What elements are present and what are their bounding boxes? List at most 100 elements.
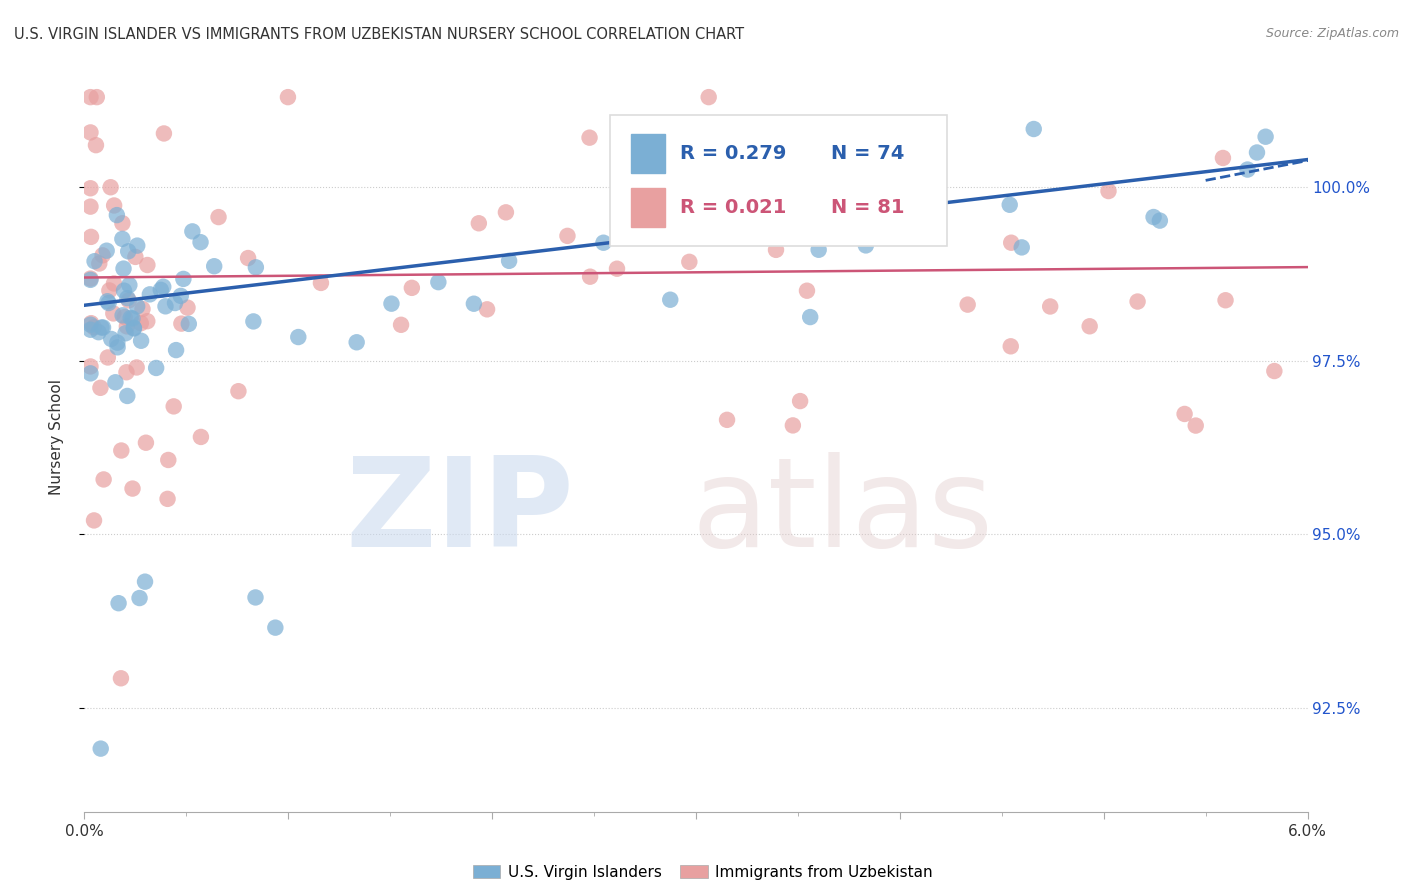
Point [84, 138, 107, 153]
Point [103, 277, 125, 291]
Point [1149, 213, 1171, 227]
Point [79, 90, 101, 104]
Point [181, 224, 204, 238]
Point [136, 258, 159, 272]
Point [592, 235, 614, 250]
Point [117, 291, 139, 305]
Point [1184, 418, 1206, 433]
Point [245, 260, 267, 275]
Point [121, 482, 143, 496]
Point [79, 125, 101, 139]
Point [111, 232, 134, 246]
Text: Source: ZipAtlas.com: Source: ZipAtlas.com [1265, 27, 1399, 40]
Point [389, 318, 412, 332]
Point [111, 216, 134, 230]
Point [1236, 162, 1258, 177]
Point [111, 309, 134, 323]
Point [1011, 240, 1033, 254]
Point [678, 255, 700, 269]
Point [115, 319, 138, 334]
Point [1142, 210, 1164, 224]
Point [79, 273, 101, 287]
Point [557, 228, 579, 243]
Point [264, 621, 287, 635]
Point [104, 376, 127, 390]
Point [170, 289, 193, 303]
Text: N = 74: N = 74 [831, 144, 904, 162]
Point [956, 298, 979, 312]
Point [83, 513, 105, 527]
Point [112, 261, 135, 276]
Point [118, 278, 141, 293]
Point [80, 316, 103, 330]
Point [207, 210, 229, 224]
Point [401, 281, 423, 295]
Point [287, 330, 309, 344]
Point [134, 574, 156, 589]
Point [1254, 129, 1277, 144]
Point [163, 296, 186, 310]
Point [97, 351, 120, 365]
Legend: U.S. Virgin Islanders, Immigrants from Uzbekistan: U.S. Virgin Islanders, Immigrants from U… [468, 860, 938, 884]
Point [115, 365, 138, 379]
Point [135, 435, 157, 450]
Point [578, 130, 600, 145]
Point [1078, 319, 1101, 334]
Point [87, 325, 110, 339]
Point [86, 90, 108, 104]
Point [125, 360, 148, 375]
Point [90, 741, 112, 756]
Point [309, 276, 332, 290]
Point [91, 248, 114, 262]
Point [659, 209, 682, 223]
Point [242, 314, 264, 328]
Point [117, 244, 139, 259]
Point [1039, 300, 1062, 314]
Point [79, 323, 101, 337]
Point [127, 238, 149, 252]
Point [110, 671, 132, 685]
Point [606, 261, 628, 276]
Point [89, 381, 111, 395]
Point [80, 230, 103, 244]
Point [103, 306, 125, 320]
Point [789, 394, 811, 409]
Point [799, 310, 821, 324]
Point [105, 335, 128, 350]
Point [83, 320, 105, 334]
Point [122, 320, 145, 334]
Point [129, 334, 152, 348]
Point [114, 326, 136, 341]
Point [136, 314, 159, 328]
Point [1246, 145, 1268, 160]
Point [468, 216, 491, 230]
Point [127, 299, 149, 313]
Point [236, 251, 259, 265]
Point [97, 296, 120, 310]
Point [172, 272, 194, 286]
Point [1126, 294, 1149, 309]
Point [91, 320, 114, 334]
Point [112, 284, 135, 298]
Point [96, 244, 118, 258]
Point [716, 413, 738, 427]
Point [107, 340, 129, 354]
Point [79, 367, 101, 381]
Point [79, 318, 101, 332]
Point [475, 302, 498, 317]
Point [103, 198, 125, 212]
Point [1022, 122, 1045, 136]
Text: R = 0.279: R = 0.279 [681, 144, 786, 162]
Point [107, 596, 129, 610]
Point [83, 254, 105, 268]
Text: R = 0.021: R = 0.021 [681, 198, 786, 217]
Point [177, 317, 200, 331]
Point [100, 332, 122, 346]
Point [156, 491, 179, 506]
Text: ZIP: ZIP [344, 451, 574, 573]
Point [89, 256, 111, 270]
Point [124, 250, 146, 264]
Point [245, 591, 267, 605]
Point [697, 90, 720, 104]
Point [145, 361, 167, 376]
